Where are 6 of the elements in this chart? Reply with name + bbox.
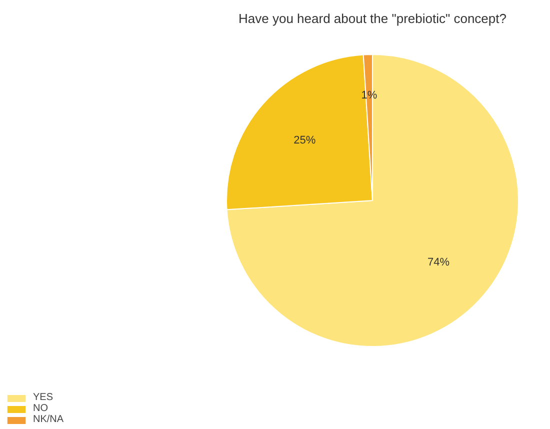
legend-label: YES [33,392,54,403]
data-label: 25% [294,134,316,147]
chart-title: Have you heard about the "prebiotic" concept? [238,11,506,26]
legend-label: NK/NA [33,414,64,425]
data-label: 74% [427,256,450,268]
legend-label: NO [33,403,49,414]
